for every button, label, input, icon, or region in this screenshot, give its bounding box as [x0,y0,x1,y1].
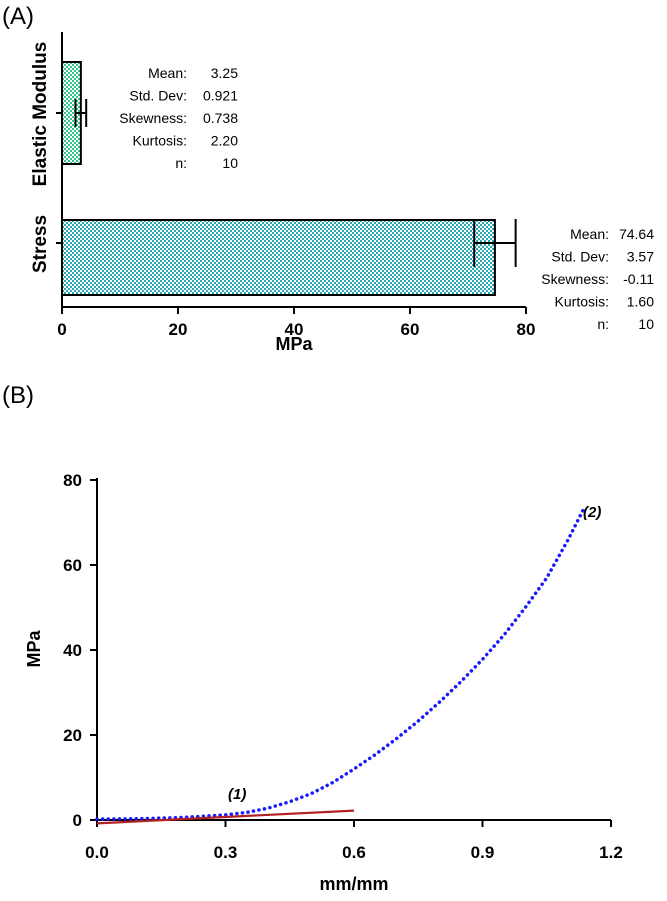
stat-label-n: n: [597,316,609,332]
stat-label-mean: Mean: [570,226,609,242]
series-dotted-curve [95,508,585,821]
chart-a-x-tick-label: 60 [401,320,420,339]
stat-value-std-dev: 0.921 [203,88,238,104]
series-linear-fit [96,809,355,825]
chart-a-x-tick-label: 80 [517,320,536,339]
error-bar-stress [473,219,517,267]
chart-a-x-tick-label: 20 [169,320,188,339]
stat-label-std-dev: Std. Dev: [129,88,187,104]
stat-value-n: 10 [222,155,238,171]
chart-a-x-axis-title: MPa [275,334,313,354]
stat-value-std-dev: 3.57 [627,249,654,265]
stats-box-stress: Mean: 74.64 Std. Dev: 3.57 Skewness: -0.11 Kur… [541,226,654,332]
chart-b-y-tick-label: 20 [63,726,82,745]
chart-b-x-tick-label: 0.6 [342,843,366,862]
stat-value-mean: 3.25 [211,65,238,81]
error-bar-elastic-modulus [74,99,88,127]
chart-a-x-tick-label: 0 [57,320,66,339]
chart-b-y-axis-title: MPa [24,630,44,668]
stat-value-skewness: 0.738 [203,110,238,126]
category-label-elastic-modulus: Elastic Modulus [30,42,51,187]
chart-a-x-ticks: 0 20 40 60 80 [57,307,535,339]
annotation-1: (1) [228,786,246,803]
bar-stress [61,219,496,296]
chart-a: 0 20 40 60 80 Elastic Modulus Stress MPa Mea… [30,32,654,354]
panel-label-a: (A) [2,3,34,30]
stat-label-std-dev: Std. Dev: [551,249,609,265]
annotation-2: (2) [583,504,601,521]
chart-b-series [95,508,585,825]
category-label-stress: Stress [30,215,51,273]
chart-b-y-tick-label: 0 [73,811,82,830]
chart-b-x-tick-label: 0.0 [85,843,109,862]
stat-value-skewness: -0.11 [623,271,654,287]
chart-b-x-tick-label: 0.3 [214,843,238,862]
chart-a-x-tick-label: 40 [285,320,304,339]
chart-b-y-tick-label: 40 [63,641,82,660]
stat-label-n: n: [175,155,187,171]
chart-b-y-ticks: 0 20 40 60 80 [63,471,97,830]
stat-label-kurtosis: Kurtosis: [133,133,187,149]
chart-b-x-tick-label: 1.2 [599,843,623,862]
stats-box-elastic-modulus: Mean: 3.25 Std. Dev: 0.921 Skewness: 0.738 Kur… [119,65,238,171]
panel-label-b: (B) [2,382,34,409]
chart-b-y-tick-label: 60 [63,556,82,575]
stat-label-mean: Mean: [148,65,187,81]
stat-value-kurtosis: 2.20 [211,133,238,149]
stat-value-kurtosis: 1.60 [627,294,654,310]
stat-label-kurtosis: Kurtosis: [555,294,609,310]
chart-b-x-tick-label: 0.9 [471,843,495,862]
chart-b-x-ticks: 0.0 0.3 0.6 0.9 1.2 [85,820,623,862]
stat-label-skewness: Skewness: [119,110,187,126]
chart-b-y-tick-label: 80 [63,471,82,490]
stat-value-mean: 74.64 [619,226,654,242]
stat-label-skewness: Skewness: [541,271,609,287]
stat-value-n: 10 [638,316,654,332]
chart-b-x-axis-title: mm/mm [319,874,388,894]
